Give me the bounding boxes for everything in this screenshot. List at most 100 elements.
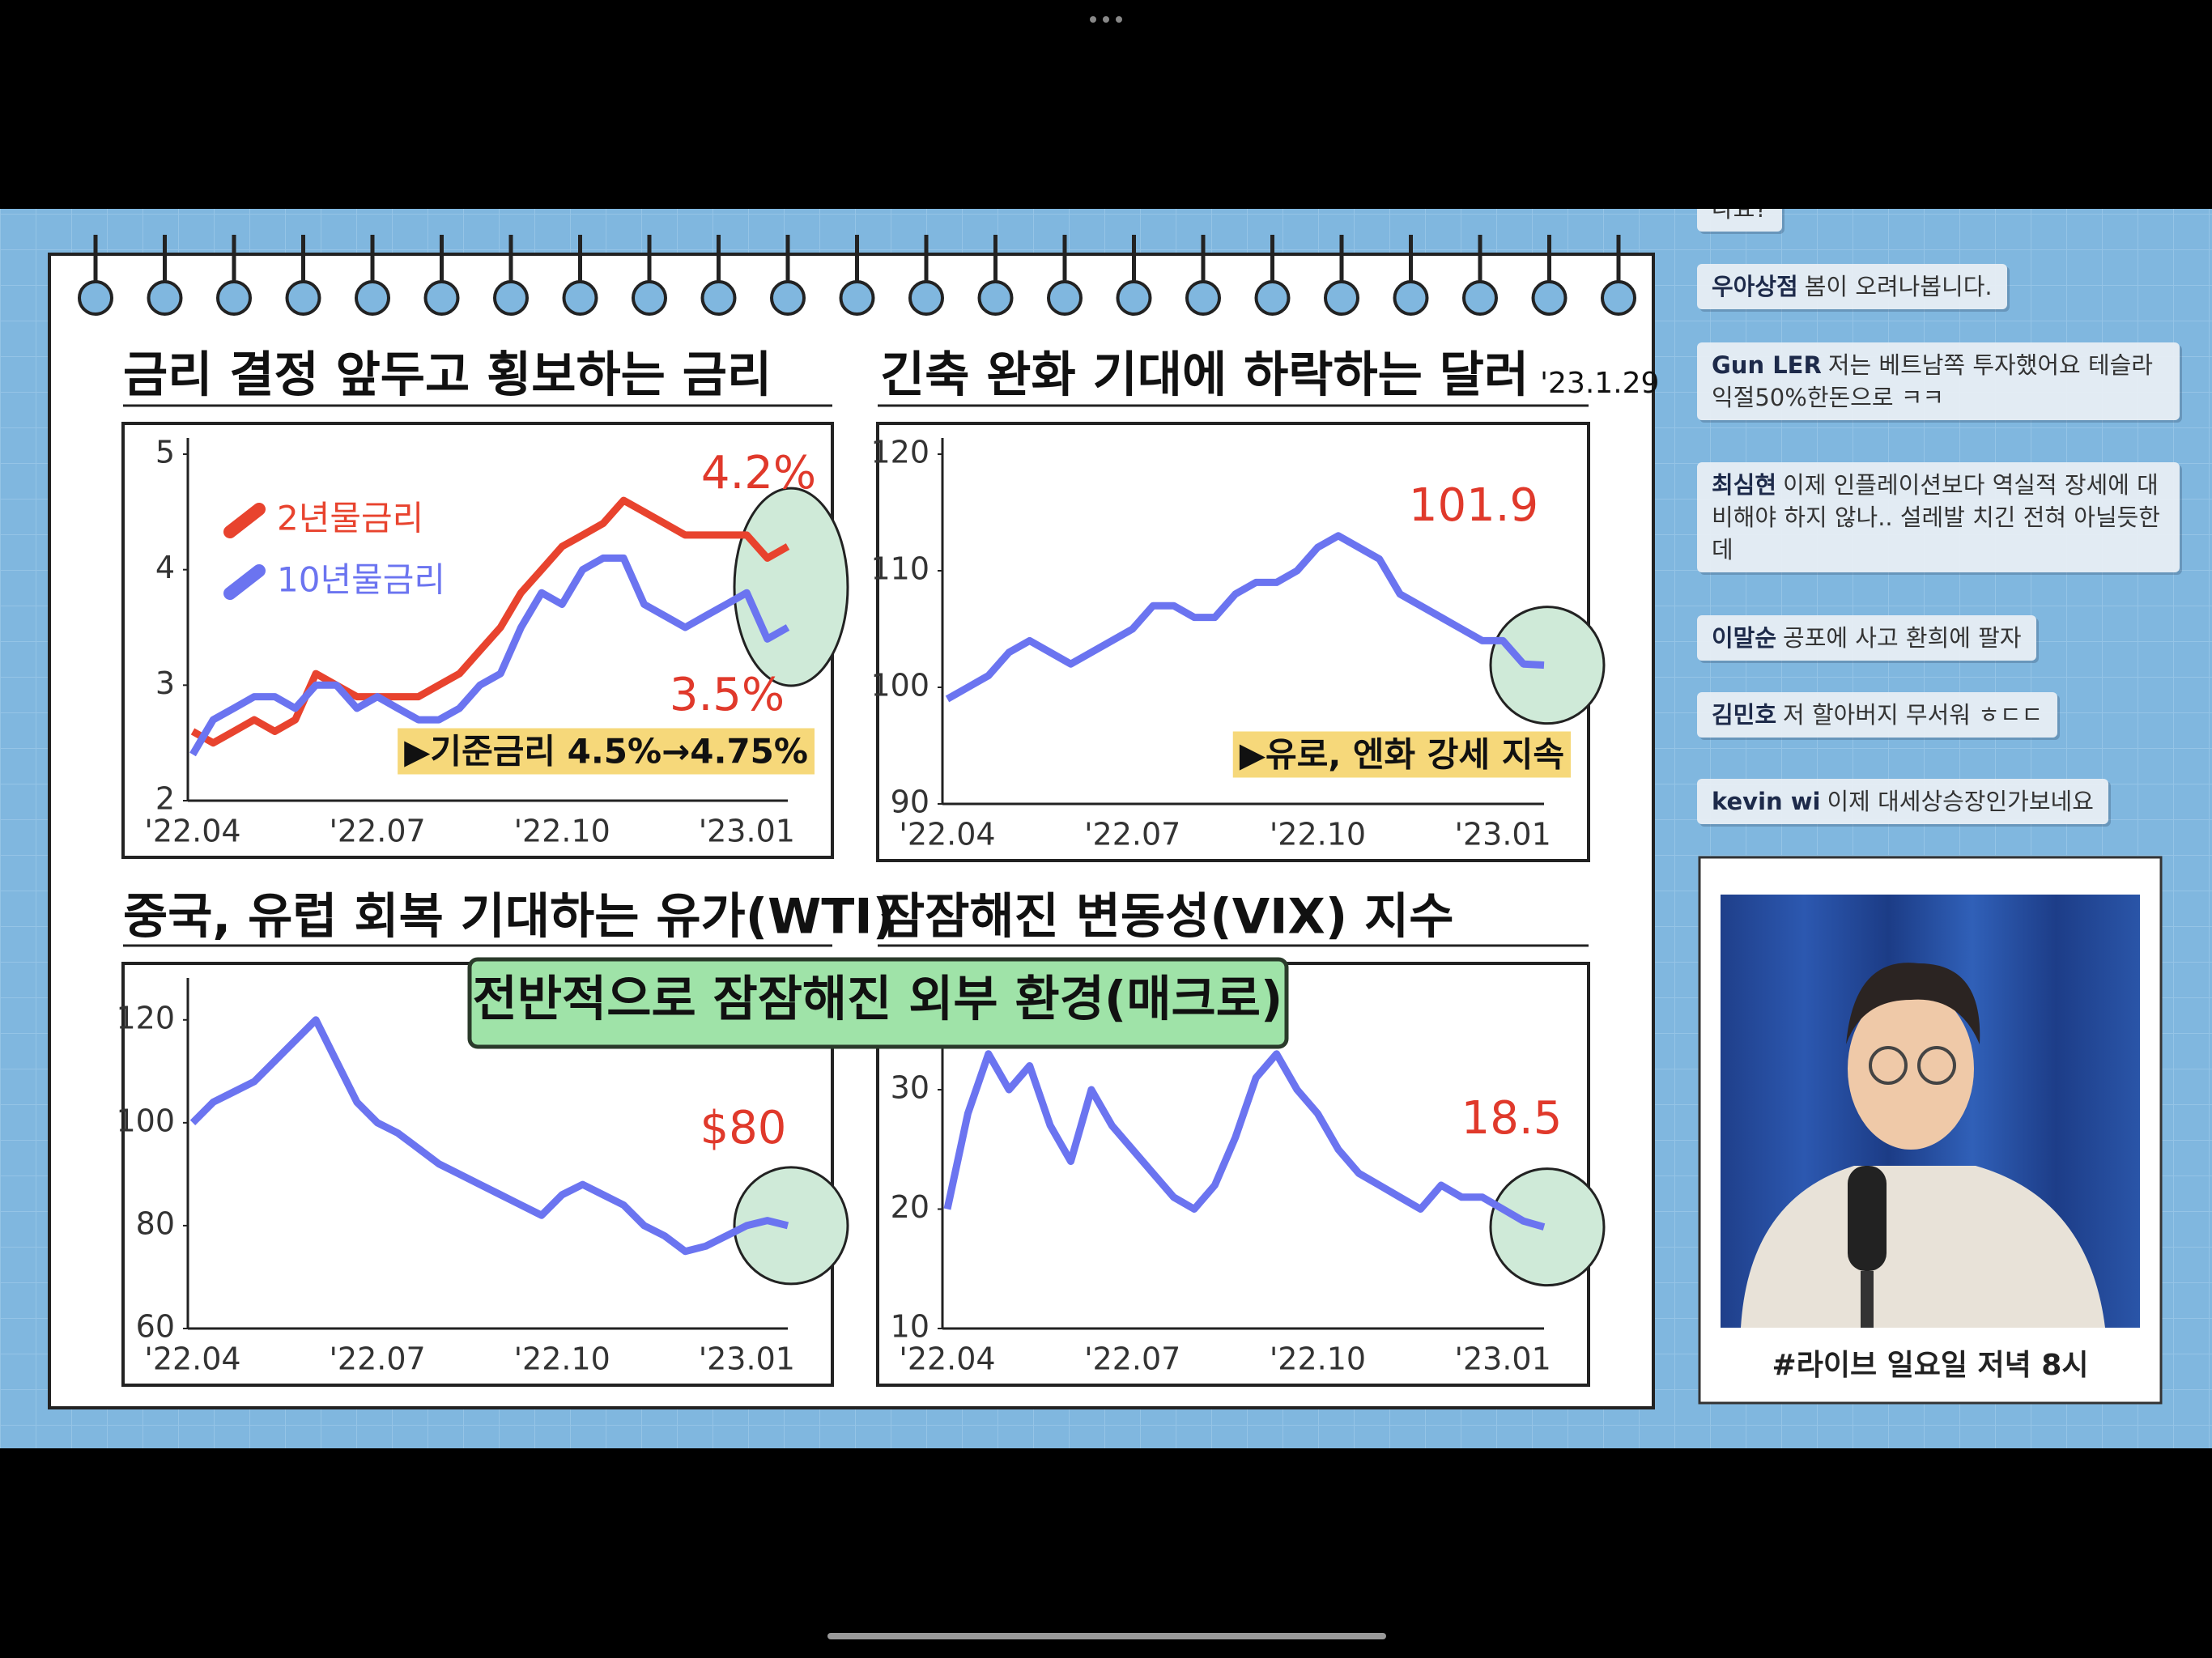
value-label: 4.2% <box>701 447 816 500</box>
x-tick-label: '22.10 <box>514 814 610 849</box>
video: #라이브 일요일 저녁 8시 <box>1698 856 2163 1405</box>
ring-hole <box>1185 280 1221 316</box>
line-series <box>945 532 1545 703</box>
chart-note: ▶기준금리 4.5%→4.75% <box>404 732 808 772</box>
top-dots <box>1090 16 1122 23</box>
chart-title: 긴축 완화 기대에 하락하는 달러 <box>880 347 1529 404</box>
chart-subtitle: '23.1.29 <box>1540 367 1659 400</box>
home-indicator <box>827 1633 1386 1639</box>
y-tick-label: 4 <box>155 550 175 585</box>
highlight-circle <box>733 1166 849 1286</box>
value-label: 3.5% <box>670 669 785 721</box>
note-background <box>1232 731 1571 778</box>
chart-title: 중국, 유럽 회복 기대하는 유가(WTI) <box>123 889 895 946</box>
ring-hole <box>423 280 460 316</box>
chat-user: 최심현 <box>1712 471 1777 499</box>
chat-text: 봄이 오려나봅니다. <box>1804 273 1993 300</box>
chat-user: Gun LER <box>1712 351 1822 379</box>
line-series <box>189 554 790 757</box>
ring-hole <box>770 280 806 316</box>
ring-hole <box>1393 280 1429 316</box>
paper-rings <box>78 235 1636 316</box>
x-tick-label: '22.04 <box>144 814 240 849</box>
ring-hole <box>839 280 875 316</box>
x-tick-label: '22.04 <box>144 1341 240 1377</box>
x-tick-label: '22.07 <box>329 814 425 849</box>
y-tick-label: 100 <box>870 668 929 704</box>
x-tick-label: '22.07 <box>329 1341 425 1377</box>
ring-hole <box>355 280 390 316</box>
y-tick-label: 3 <box>155 665 175 701</box>
chat-message: kevin wi 이제 대세상승장인가보네요 <box>1697 779 2108 824</box>
y-tick-label: 20 <box>891 1189 929 1225</box>
value-label: 101.9 <box>1409 479 1538 532</box>
value-label: $80 <box>700 1102 787 1154</box>
x-tick-label: '22.10 <box>514 1341 610 1377</box>
y-tick-label: 100 <box>116 1103 175 1138</box>
y-tick-label: 5 <box>155 435 175 470</box>
y-tick-label: 60 <box>136 1309 175 1345</box>
legend-swatch <box>223 564 266 600</box>
chat-user: kevin wi <box>1712 788 1821 815</box>
chat-user: 김민호 <box>1712 701 1777 729</box>
x-tick-label: '23.01 <box>699 814 795 849</box>
chat-text: 저 할아버지 무서워 ㅎㄷㄷ <box>1783 701 2044 729</box>
y-tick-label: 120 <box>870 435 929 470</box>
chat-panel: 나요? 우아상점 봄이 오려나봅니다. Gun LER 저는 베트남쪽 투자했어요 테… <box>1692 209 2210 1018</box>
y-tick-label: 120 <box>116 1000 175 1035</box>
chat-text: 저는 베트남쪽 투자했어요 테슬라 익절50%한돈으로 ㅋㅋ <box>1712 351 2153 411</box>
chart-title: 금리 결정 앞두고 횡보하는 금리 <box>123 347 772 404</box>
line-series <box>943 1050 1546 1231</box>
note-background <box>398 728 815 775</box>
line-series <box>189 1016 789 1256</box>
overlay-banner <box>467 957 1289 1049</box>
chat-text: 이제 대세상승장인가보네요 <box>1827 788 2094 815</box>
stream-caption: #라이브 일요일 저녁 8시 <box>1772 1349 2089 1382</box>
ring-hole <box>78 280 113 316</box>
chat-text: 이제 인플레이션보다 역실적 장세에 대비해야 하지 않나.. 설레발 치긴 전… <box>1712 471 2160 563</box>
legend-label: 2년물금리 <box>277 499 423 538</box>
ring-hole <box>147 280 183 316</box>
highlight-circle <box>733 487 849 687</box>
chat-message: Gun LER 저는 베트남쪽 투자했어요 테슬라 익절50%한돈으로 ㅋㅋ <box>1697 342 2180 420</box>
y-tick-label: 80 <box>136 1205 175 1241</box>
ring-hole <box>285 280 321 316</box>
y-tick-label: 90 <box>891 784 929 820</box>
ring-hole <box>1531 280 1568 316</box>
y-tick-label: 110 <box>870 551 929 587</box>
ring-hole <box>1462 280 1498 316</box>
chart-title: 잠잠해진 변동성(VIX) 지수 <box>880 889 1453 946</box>
ring-hole <box>216 280 252 316</box>
ring-hole <box>632 280 667 316</box>
ring-hole <box>700 280 737 316</box>
y-tick-label: 30 <box>891 1070 929 1106</box>
chat-message: 이말순 공포에 사고 환희에 팔자 <box>1697 615 2036 661</box>
value-label: 18.5 <box>1461 1092 1563 1145</box>
ring-hole <box>908 280 944 316</box>
chat-message: 김민호 저 할아버지 무서워 ㅎㄷㄷ <box>1697 692 2058 738</box>
legend-swatch <box>223 503 266 538</box>
line-series <box>190 496 790 747</box>
chart-frame <box>121 422 834 859</box>
x-tick-label: '22.04 <box>899 1341 995 1377</box>
chat-message: 최심현 이제 인플레이션보다 역실적 장세에 대비해야 하지 않나.. 설레발 치… <box>1697 462 2180 572</box>
chart-note: ▶유로, 엔화 강세 지속 <box>1240 735 1564 775</box>
chat-user: 우아상점 <box>1712 273 1798 300</box>
ring-hole <box>977 280 1014 316</box>
legend-label: 10년물금리 <box>277 560 445 600</box>
chat-text: 공포에 사고 환희에 팔자 <box>1783 624 2022 652</box>
ring-hole <box>493 280 529 316</box>
overlay-text: 전반적으로 잠잠해진 외부 환경(매크로) <box>473 971 1283 1028</box>
chart-frame <box>876 422 1590 862</box>
highlight-circle <box>1489 1167 1606 1287</box>
x-tick-label: '23.01 <box>699 1341 795 1377</box>
chat-user: 이말순 <box>1712 624 1777 652</box>
highlight-circle <box>1489 606 1606 725</box>
ring-hole <box>1254 280 1291 316</box>
ring-hole <box>1047 280 1083 316</box>
x-tick-label: '22.10 <box>1270 1341 1366 1377</box>
x-tick-label: '22.04 <box>899 817 995 852</box>
chat-message: 우아상점 봄이 오려나봅니다. <box>1697 264 2007 309</box>
ring-hole <box>1601 280 1636 316</box>
